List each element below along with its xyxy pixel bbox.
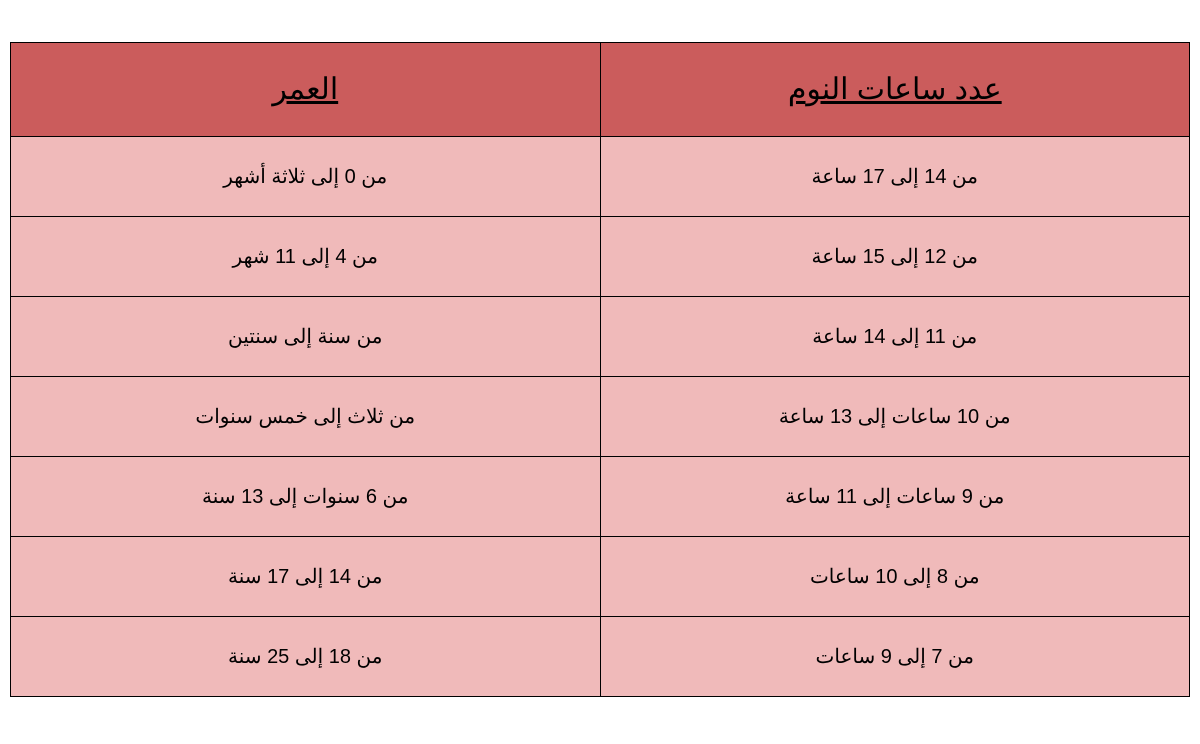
cell-age: من 0 إلى ثلاثة أشهر (11, 137, 601, 217)
cell-age: من 14 إلى 17 سنة (11, 537, 601, 617)
table-row: من 9 ساعات إلى 11 ساعة من 6 سنوات إلى 13… (11, 457, 1190, 537)
table-header-row: عدد ساعات النوم العمر (11, 43, 1190, 137)
sleep-hours-table-container: عدد ساعات النوم العمر من 14 إلى 17 ساعة … (10, 42, 1190, 697)
cell-age: من 18 إلى 25 سنة (11, 617, 601, 697)
cell-age: من 4 إلى 11 شهر (11, 217, 601, 297)
cell-age: من سنة إلى سنتين (11, 297, 601, 377)
sleep-hours-table: عدد ساعات النوم العمر من 14 إلى 17 ساعة … (10, 42, 1190, 697)
cell-sleep: من 8 إلى 10 ساعات (600, 537, 1190, 617)
cell-sleep: من 14 إلى 17 ساعة (600, 137, 1190, 217)
table-row: من 8 إلى 10 ساعات من 14 إلى 17 سنة (11, 537, 1190, 617)
column-header-sleep: عدد ساعات النوم (600, 43, 1190, 137)
cell-sleep: من 12 إلى 15 ساعة (600, 217, 1190, 297)
table-row: من 7 إلى 9 ساعات من 18 إلى 25 سنة (11, 617, 1190, 697)
cell-age: من 6 سنوات إلى 13 سنة (11, 457, 601, 537)
table-row: من 14 إلى 17 ساعة من 0 إلى ثلاثة أشهر (11, 137, 1190, 217)
cell-age: من ثلاث إلى خمس سنوات (11, 377, 601, 457)
cell-sleep: من 9 ساعات إلى 11 ساعة (600, 457, 1190, 537)
table-row: من 12 إلى 15 ساعة من 4 إلى 11 شهر (11, 217, 1190, 297)
cell-sleep: من 10 ساعات إلى 13 ساعة (600, 377, 1190, 457)
cell-sleep: من 7 إلى 9 ساعات (600, 617, 1190, 697)
table-row: من 11 إلى 14 ساعة من سنة إلى سنتين (11, 297, 1190, 377)
table-row: من 10 ساعات إلى 13 ساعة من ثلاث إلى خمس … (11, 377, 1190, 457)
column-header-age: العمر (11, 43, 601, 137)
cell-sleep: من 11 إلى 14 ساعة (600, 297, 1190, 377)
